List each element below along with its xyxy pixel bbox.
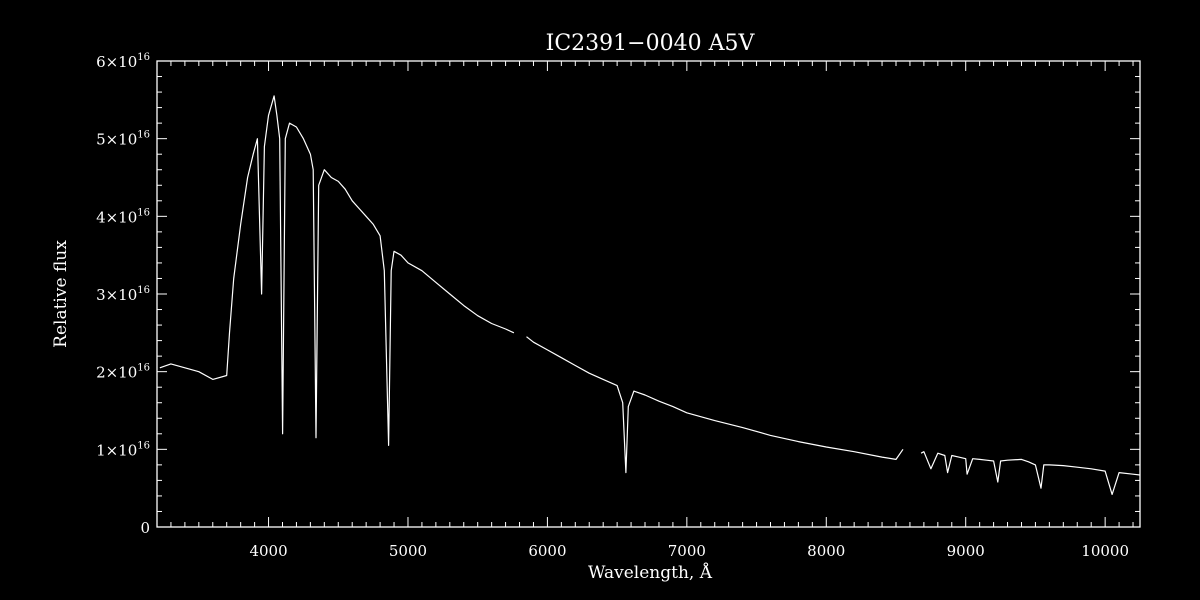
y-tick-label: 1×1016: [96, 440, 150, 459]
x-tick-label: 9000: [947, 542, 985, 560]
y-tick-label: 4×1016: [96, 207, 150, 226]
x-tick-label: 4000: [249, 542, 287, 560]
y-axis-label: Relative flux: [51, 240, 71, 348]
chart-title: IC2391−0040 A5V: [546, 31, 756, 56]
y-tick-label: 2×1016: [96, 363, 150, 382]
x-axis: 4000 5000 6000 7000 8000 9000 10000: [170, 61, 1134, 560]
spectrum-line-segment: [920, 451, 1141, 495]
x-tick-label: 5000: [389, 542, 427, 560]
x-axis-label: Wavelength, Å: [588, 562, 713, 583]
y-tick-label: 6×1016: [96, 52, 150, 71]
x-tick-label: 8000: [807, 542, 845, 560]
spectrum-series: [159, 95, 1141, 495]
x-tick-label: 7000: [668, 542, 706, 560]
x-tick-label: 6000: [528, 542, 566, 560]
y-tick-label: 3×1016: [96, 285, 150, 304]
x-tick-label: 10000: [1081, 542, 1129, 560]
y-axis: 0 1×1016 2×1016 3×1016 4×1016 5×1016 6×1016: [96, 52, 1140, 537]
y-tick-label: 0: [140, 519, 150, 537]
spectrum-line-segment: [159, 95, 515, 446]
y-tick-label: 5×1016: [96, 130, 150, 149]
spectrum-line-segment: [526, 336, 904, 474]
